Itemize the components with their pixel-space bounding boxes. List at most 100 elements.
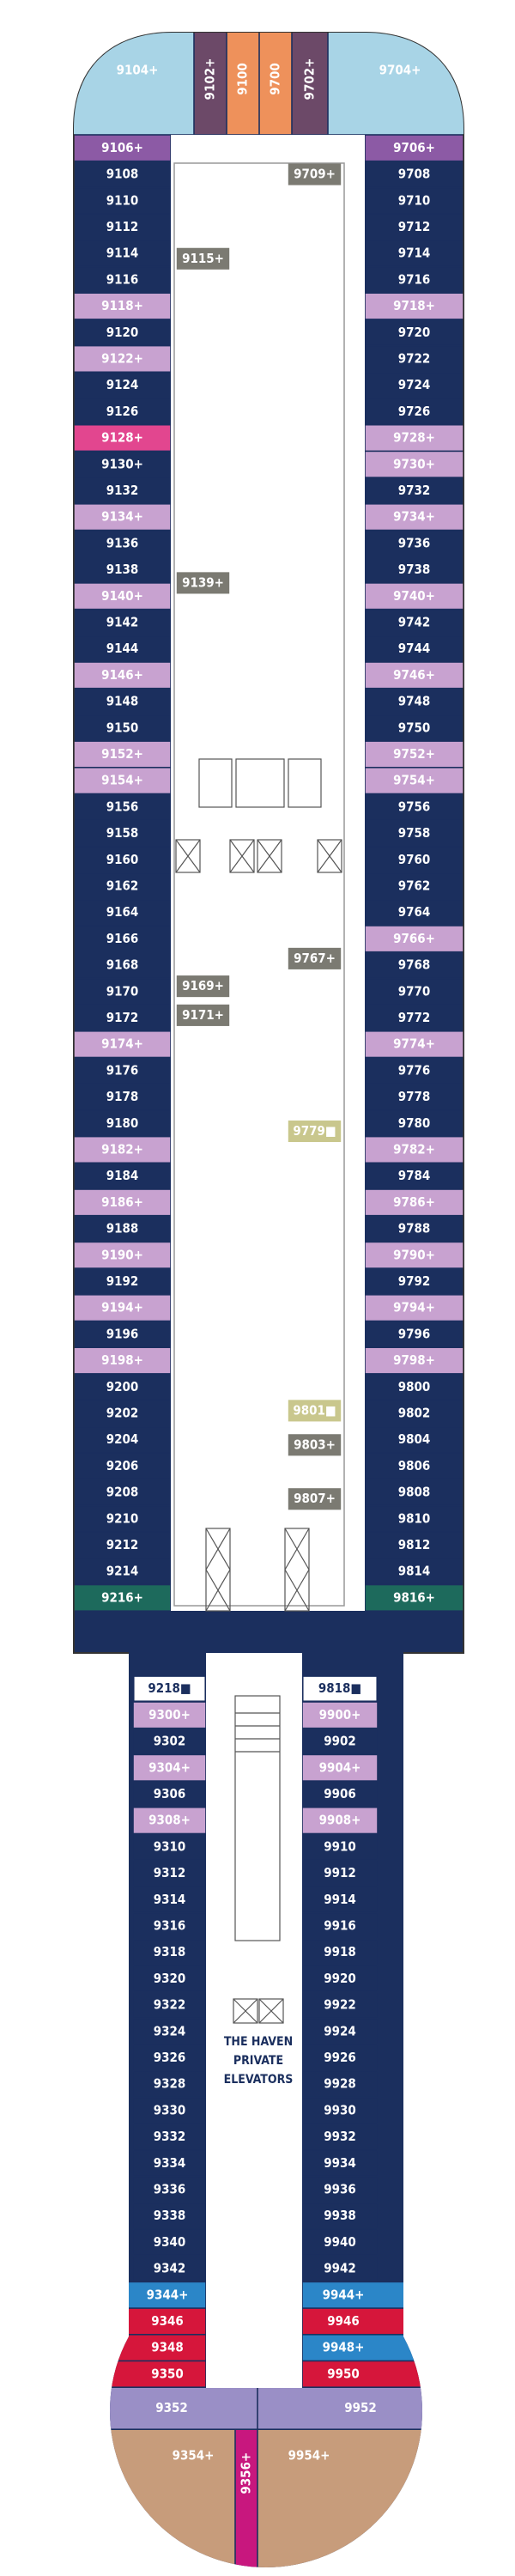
cabin-label: 9200 [106,1379,139,1394]
elevator-x [258,1998,284,2024]
cabin: 9130+ [74,452,171,477]
cabin: 9816+ [365,1585,464,1611]
elevator-x [233,1998,258,2024]
cabin-box [133,2177,206,2202]
cabin: 9714 [365,240,464,266]
cabin: 9814 [365,1558,464,1584]
cabin-box [227,33,259,135]
cabin-label: 9354+ [173,2448,215,2464]
cabin-box [302,1913,378,1939]
cabin-box [365,1479,464,1505]
cabin-label: 9154+ [101,773,143,788]
cabin-box [365,768,464,793]
cabin-box [133,1702,206,1728]
cabin-box [110,2361,206,2387]
cabin: 9716 [365,267,464,293]
cabin-label: 9218■ [148,1680,191,1696]
cabin: 9356+ [235,2430,258,2567]
cabin-label: 9790+ [393,1247,435,1262]
cabin: 9756 [365,794,464,820]
cabin-box [133,1913,206,1939]
cabin: 9300+ [133,1702,206,1728]
cabin-label: 9786+ [393,1194,435,1210]
cabin-box [74,741,171,767]
cabin-box [365,557,464,583]
cabin-label: 9142 [106,614,139,629]
cabin-label: 9130+ [101,456,143,471]
cabin-label: 9748 [398,694,431,709]
cabin: 9790+ [365,1242,464,1268]
cabin-label: 9728+ [393,430,435,446]
cabin: 9192 [74,1268,171,1294]
cabin-box [74,1189,171,1215]
cabin-box [74,1532,171,1558]
cabin-label: 9168 [106,957,139,973]
cabin-box [365,926,464,951]
cabin: 9100 [227,33,259,135]
cabin-label: 9132 [106,483,139,498]
cabin: 9136 [74,531,171,556]
cabin-label: 9796 [398,1326,431,1341]
cabin-label: 9194+ [101,1300,143,1315]
cabin-box [74,794,171,820]
cabin-box [74,1506,171,1532]
cabin-label: 9950 [327,2366,360,2381]
stair [198,758,233,808]
cabin: 9818■ [302,1675,378,1702]
cabin-box [133,2044,206,2070]
cabin-label: 9724 [398,377,431,392]
cabin-box [133,1886,206,1912]
cabin: 9720 [365,319,464,345]
cabin: 9950 [302,2361,422,2387]
cabin-box [74,610,171,635]
cabin-box [74,1558,171,1584]
cabin: 9810 [365,1506,464,1532]
cabin-label: 9356+ [239,2452,254,2494]
cabin-box [74,1163,171,1189]
cabin: 9942 [302,2256,378,2281]
cabin-label: 9342 [154,2261,186,2276]
cabin-box [302,2229,378,2255]
elevator-x [175,839,201,873]
cabin: 9312 [133,1861,206,1886]
cabin-box [133,1675,206,1702]
cabin: 9776 [365,1058,464,1084]
cabin-label: 9810 [398,1510,431,1526]
cabin: 9176 [74,1058,171,1084]
cabin-label: 9128+ [101,430,143,446]
elevator [229,839,255,873]
cabin: 9146+ [74,662,171,688]
cabin: 9754+ [365,768,464,793]
cabin-label: 9709+ [294,167,336,182]
cabin: 9767+ [288,947,342,969]
cabin: 9328 [133,2071,206,2097]
cabin-label: 9744 [398,641,431,656]
cabin: 9171+ [176,1004,230,1026]
cabin-label: 9808 [398,1485,431,1500]
cabin-label: 9162 [106,878,139,893]
cabin: 9742 [365,610,464,635]
cabin-box [302,1992,378,2018]
elevator-label: ELEVATORS [224,2073,294,2087]
cabin: 9344+ [110,2282,206,2308]
cabin: 9744 [365,636,464,662]
cabin: 9786+ [365,1189,464,1215]
cabin-box [302,1728,378,1754]
cabin: 9128+ [74,425,171,451]
cabin-label: 9954+ [288,2448,330,2464]
cabin-label: 9120 [106,325,139,340]
cabin-box [365,1427,464,1453]
cabin-label: 9782+ [393,1141,435,1157]
elevator [233,1998,258,2024]
cabin-box [365,741,464,767]
cabin: 9174+ [74,1031,171,1057]
cabin: 9204 [74,1427,171,1453]
cabin: 9124 [74,373,171,398]
cabin: 9169+ [176,975,230,998]
cabin-box [365,214,464,240]
cabin-label: 9156 [106,799,139,814]
cabin-label: 9210 [106,1510,139,1526]
cabin-label: 9916 [324,1917,356,1933]
cabin-label: 9110 [106,192,139,208]
